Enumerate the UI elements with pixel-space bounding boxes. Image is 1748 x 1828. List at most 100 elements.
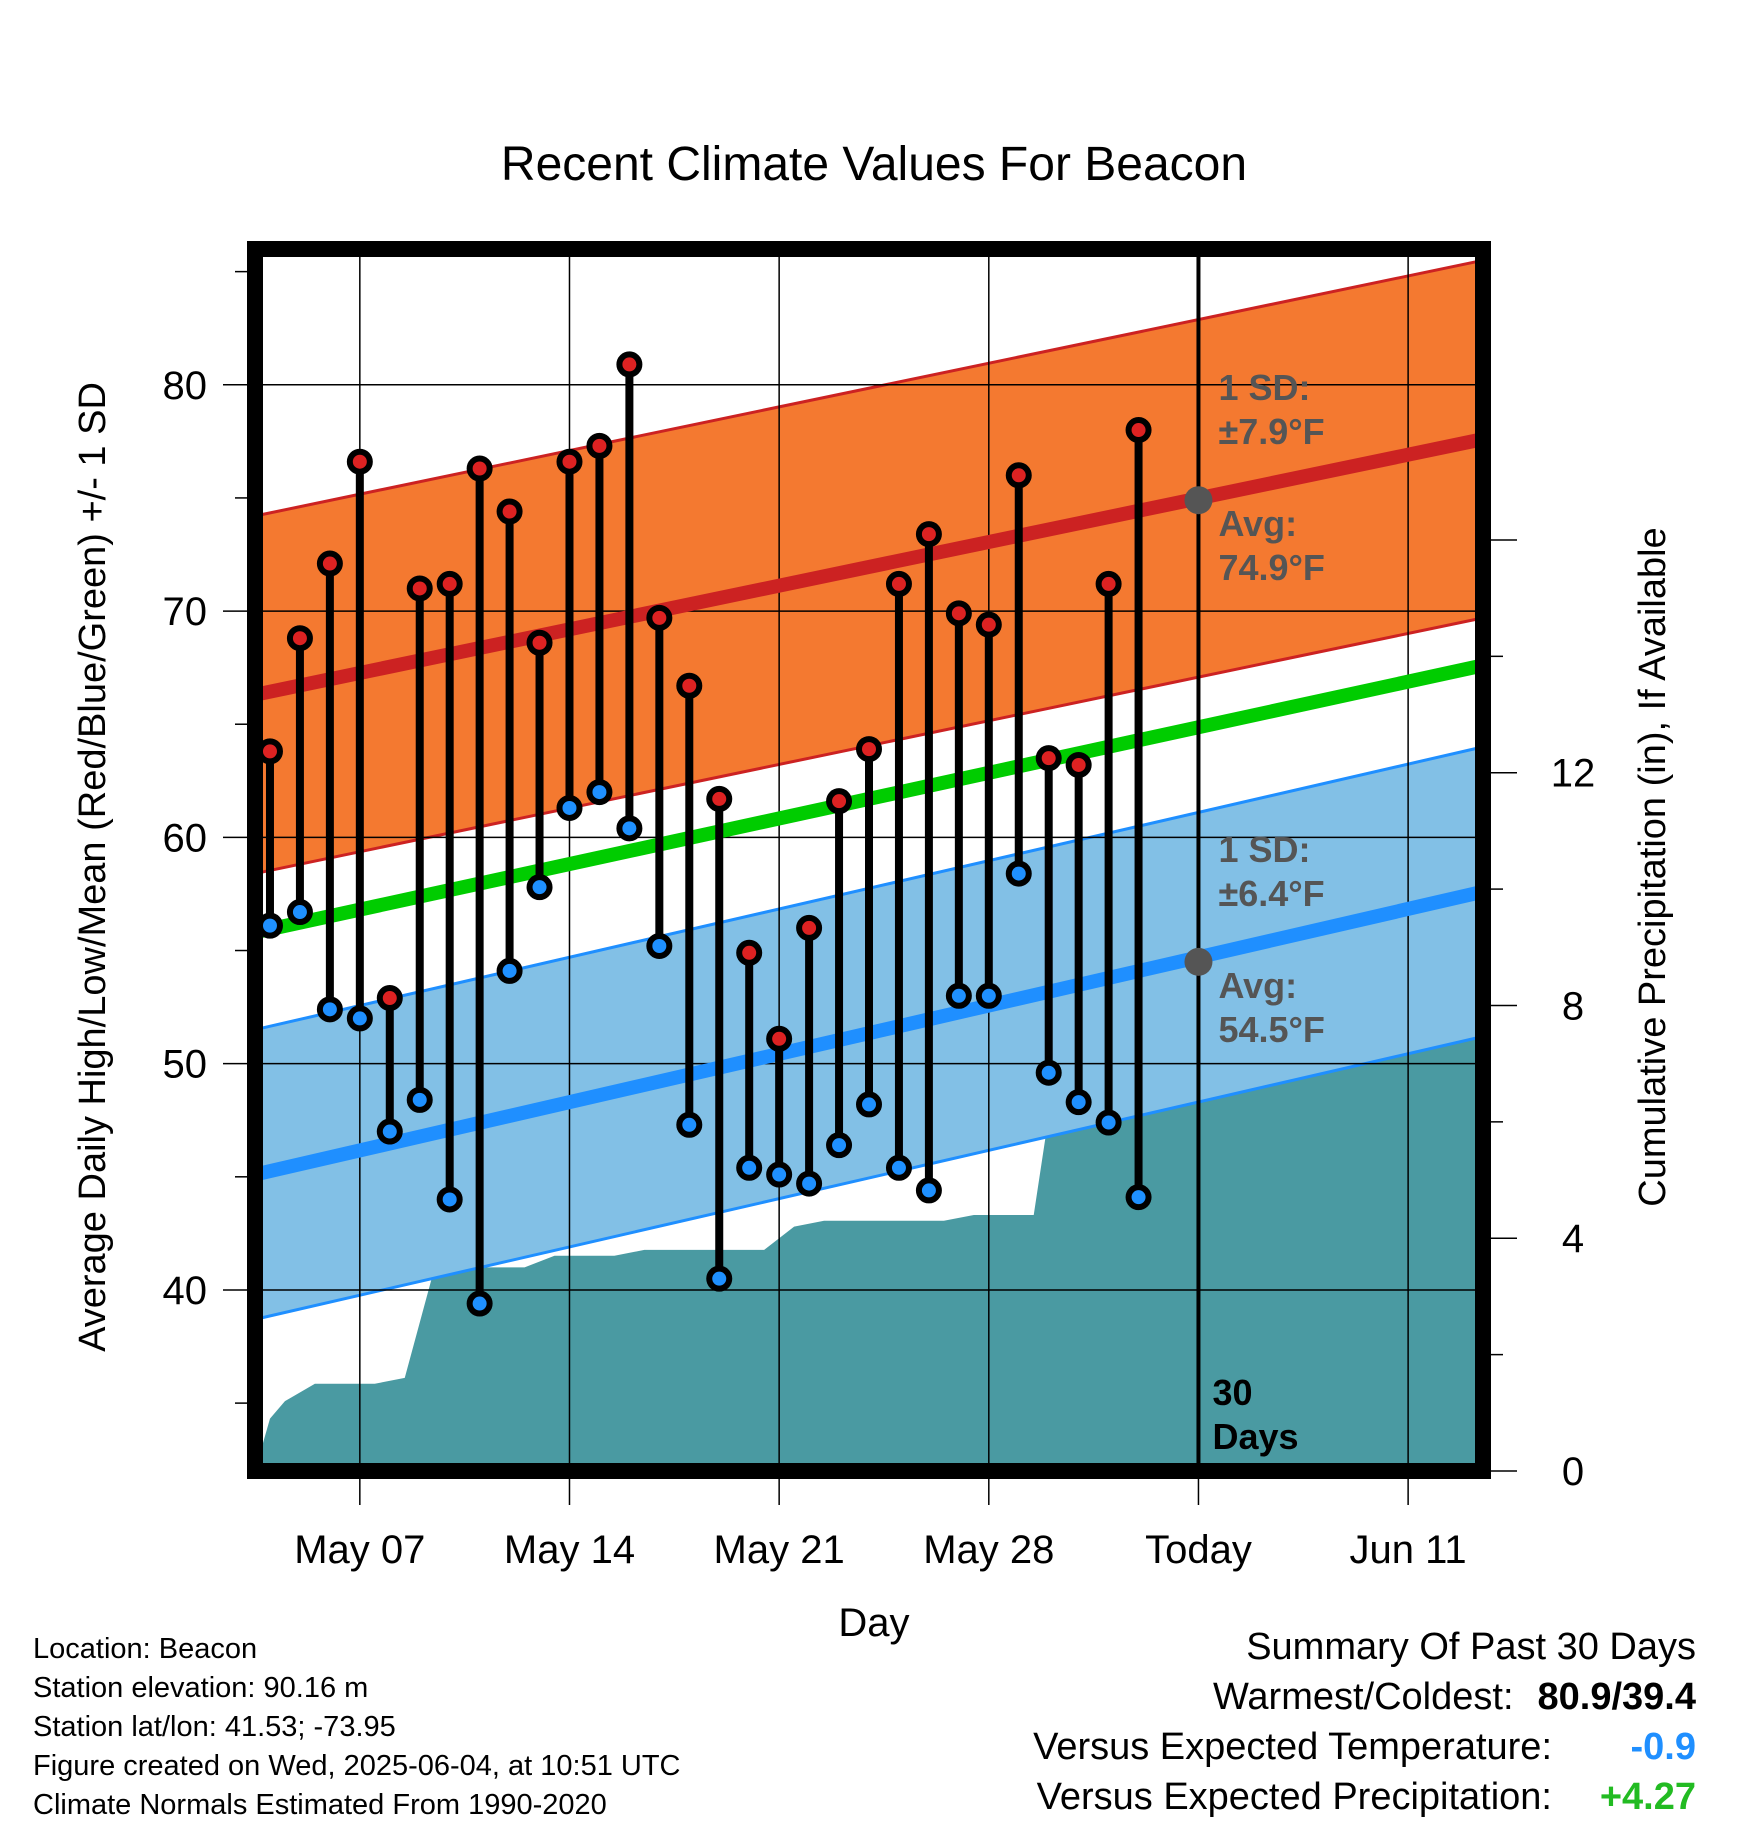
high-avg-value: 74.9°F <box>1218 547 1324 588</box>
x-tick-label: Jun 11 <box>1350 1528 1467 1572</box>
daily-low-point <box>736 1154 763 1181</box>
daily-high-point <box>316 550 343 577</box>
location-text: Location: Beacon <box>33 1633 258 1665</box>
warmest-coldest-label: Warmest/Coldest: <box>1212 1676 1514 1718</box>
daily-high-point <box>915 521 942 548</box>
x-tick-label: May 21 <box>714 1528 845 1572</box>
daily-low-point <box>766 1161 793 1188</box>
daily-high-point <box>736 939 763 966</box>
daily-high-point <box>1095 570 1122 597</box>
daily-low-point <box>826 1132 853 1159</box>
daily-low-point <box>376 1118 403 1145</box>
summary-precip: Versus Expected Precipitation: +4.27 <box>1033 1772 1696 1822</box>
high-sd-value: ±7.9°F <box>1218 411 1324 452</box>
low-sd-value: ±6.4°F <box>1218 873 1324 914</box>
x-tick-label: May 07 <box>294 1528 425 1572</box>
daily-high-point <box>1035 745 1062 772</box>
station-info: Location: Beacon Station elevation: 90.1… <box>33 1630 681 1825</box>
daily-high-point <box>706 785 733 812</box>
y-tick-label-right: 12 <box>1551 752 1596 796</box>
y-tick-label-left: 80 <box>163 364 208 408</box>
daily-low-point <box>1095 1109 1122 1136</box>
daily-high-point <box>856 736 882 763</box>
daily-high-point <box>436 570 463 597</box>
daily-low-point <box>975 982 1002 1009</box>
y-axis-label-left: Average Daily High/Low/Mean (Red/Blue/Gr… <box>72 382 114 1352</box>
daily-high-point <box>616 351 643 378</box>
daily-low-point <box>556 794 583 821</box>
daily-low-point <box>436 1186 463 1213</box>
today-days-label: Days <box>1212 1416 1298 1457</box>
created-text: Figure created on Wed, 2025-06-04, at 10… <box>33 1750 681 1782</box>
latlon-text: Station lat/lon: 41.53; -73.95 <box>33 1711 396 1743</box>
warmest-coldest-value: 80.9/39.4 <box>1537 1676 1696 1718</box>
daily-low-point <box>646 932 673 959</box>
daily-low-point <box>945 982 972 1009</box>
daily-low-point <box>1005 860 1032 887</box>
daily-high-point <box>406 575 433 602</box>
high-sd-label: 1 SD: <box>1218 367 1310 408</box>
daily-high-point <box>1005 462 1032 489</box>
today-days-number: 30 <box>1212 1372 1252 1413</box>
daily-low-point <box>316 996 343 1023</box>
daily-high-point <box>1065 751 1092 778</box>
summary-temp: Versus Expected Temperature: -0.9 <box>1033 1722 1696 1772</box>
x-tick-label: May 14 <box>504 1528 635 1572</box>
daily-high-point <box>526 629 553 656</box>
y-axis-label-right: Cumulative Precipitation (in), If Availa… <box>1632 527 1674 1206</box>
daily-low-point <box>856 1091 882 1118</box>
daily-high-point <box>975 611 1002 638</box>
daily-low-point <box>616 815 643 842</box>
daily-low-point <box>526 874 553 901</box>
daily-low-point <box>286 899 313 926</box>
x-tick-label: May 28 <box>923 1528 1054 1572</box>
daily-high-point <box>556 448 583 475</box>
daily-high-point <box>676 672 703 699</box>
precip-label: Versus Expected Precipitation: <box>1036 1776 1552 1818</box>
daily-high-point <box>885 570 912 597</box>
daily-low-point <box>706 1265 733 1292</box>
summary-title: Summary Of Past 30 Days <box>1246 1626 1696 1668</box>
temp-value: -0.9 <box>1630 1726 1696 1768</box>
daily-low-point <box>406 1086 433 1113</box>
summary-warmest-coldest: Warmest/Coldest: 80.9/39.4 <box>1033 1672 1696 1722</box>
daily-high-point <box>1125 417 1152 444</box>
daily-high-point <box>945 600 972 627</box>
daily-low-point <box>1065 1089 1092 1116</box>
daily-high-point <box>646 604 673 631</box>
low-avg-label: Avg: <box>1218 965 1297 1006</box>
today-low-avg-marker <box>1184 947 1213 976</box>
x-axis-label: Day <box>838 1601 909 1645</box>
daily-low-point <box>915 1177 942 1204</box>
daily-high-point <box>766 1025 793 1052</box>
daily-low-point <box>586 779 613 806</box>
temp-label: Versus Expected Temperature: <box>1033 1726 1552 1768</box>
precip-area <box>255 1017 1483 1471</box>
y-tick-label-left: 40 <box>163 1269 208 1313</box>
low-avg-value: 54.5°F <box>1218 1009 1324 1050</box>
daily-low-point <box>1035 1059 1062 1086</box>
y-tick-label-right: 4 <box>1562 1217 1584 1261</box>
y-tick-label-left: 60 <box>163 816 208 860</box>
low-sd-label: 1 SD: <box>1218 829 1310 870</box>
normal-high-band-upper-edge <box>254 258 1484 518</box>
daily-high-point <box>826 788 853 815</box>
daily-high-point <box>376 985 403 1012</box>
daily-low-point <box>466 1290 493 1317</box>
daily-low-point <box>496 957 523 984</box>
daily-high-point <box>346 448 373 475</box>
high-avg-label: Avg: <box>1218 503 1297 544</box>
precip-value: +4.27 <box>1599 1776 1696 1818</box>
y-tick-label-right: 0 <box>1562 1450 1584 1494</box>
y-tick-label-right: 8 <box>1562 984 1584 1028</box>
daily-high-point <box>586 432 613 459</box>
normal-low-band-lower-edge <box>254 1035 1484 1321</box>
daily-low-point <box>1125 1184 1152 1211</box>
normal-high-line <box>253 432 1485 702</box>
daily-high-point <box>496 498 523 525</box>
today-high-avg-marker <box>1184 486 1213 515</box>
normals-text: Climate Normals Estimated From 1990-2020 <box>33 1789 607 1821</box>
daily-high-point <box>796 914 823 941</box>
